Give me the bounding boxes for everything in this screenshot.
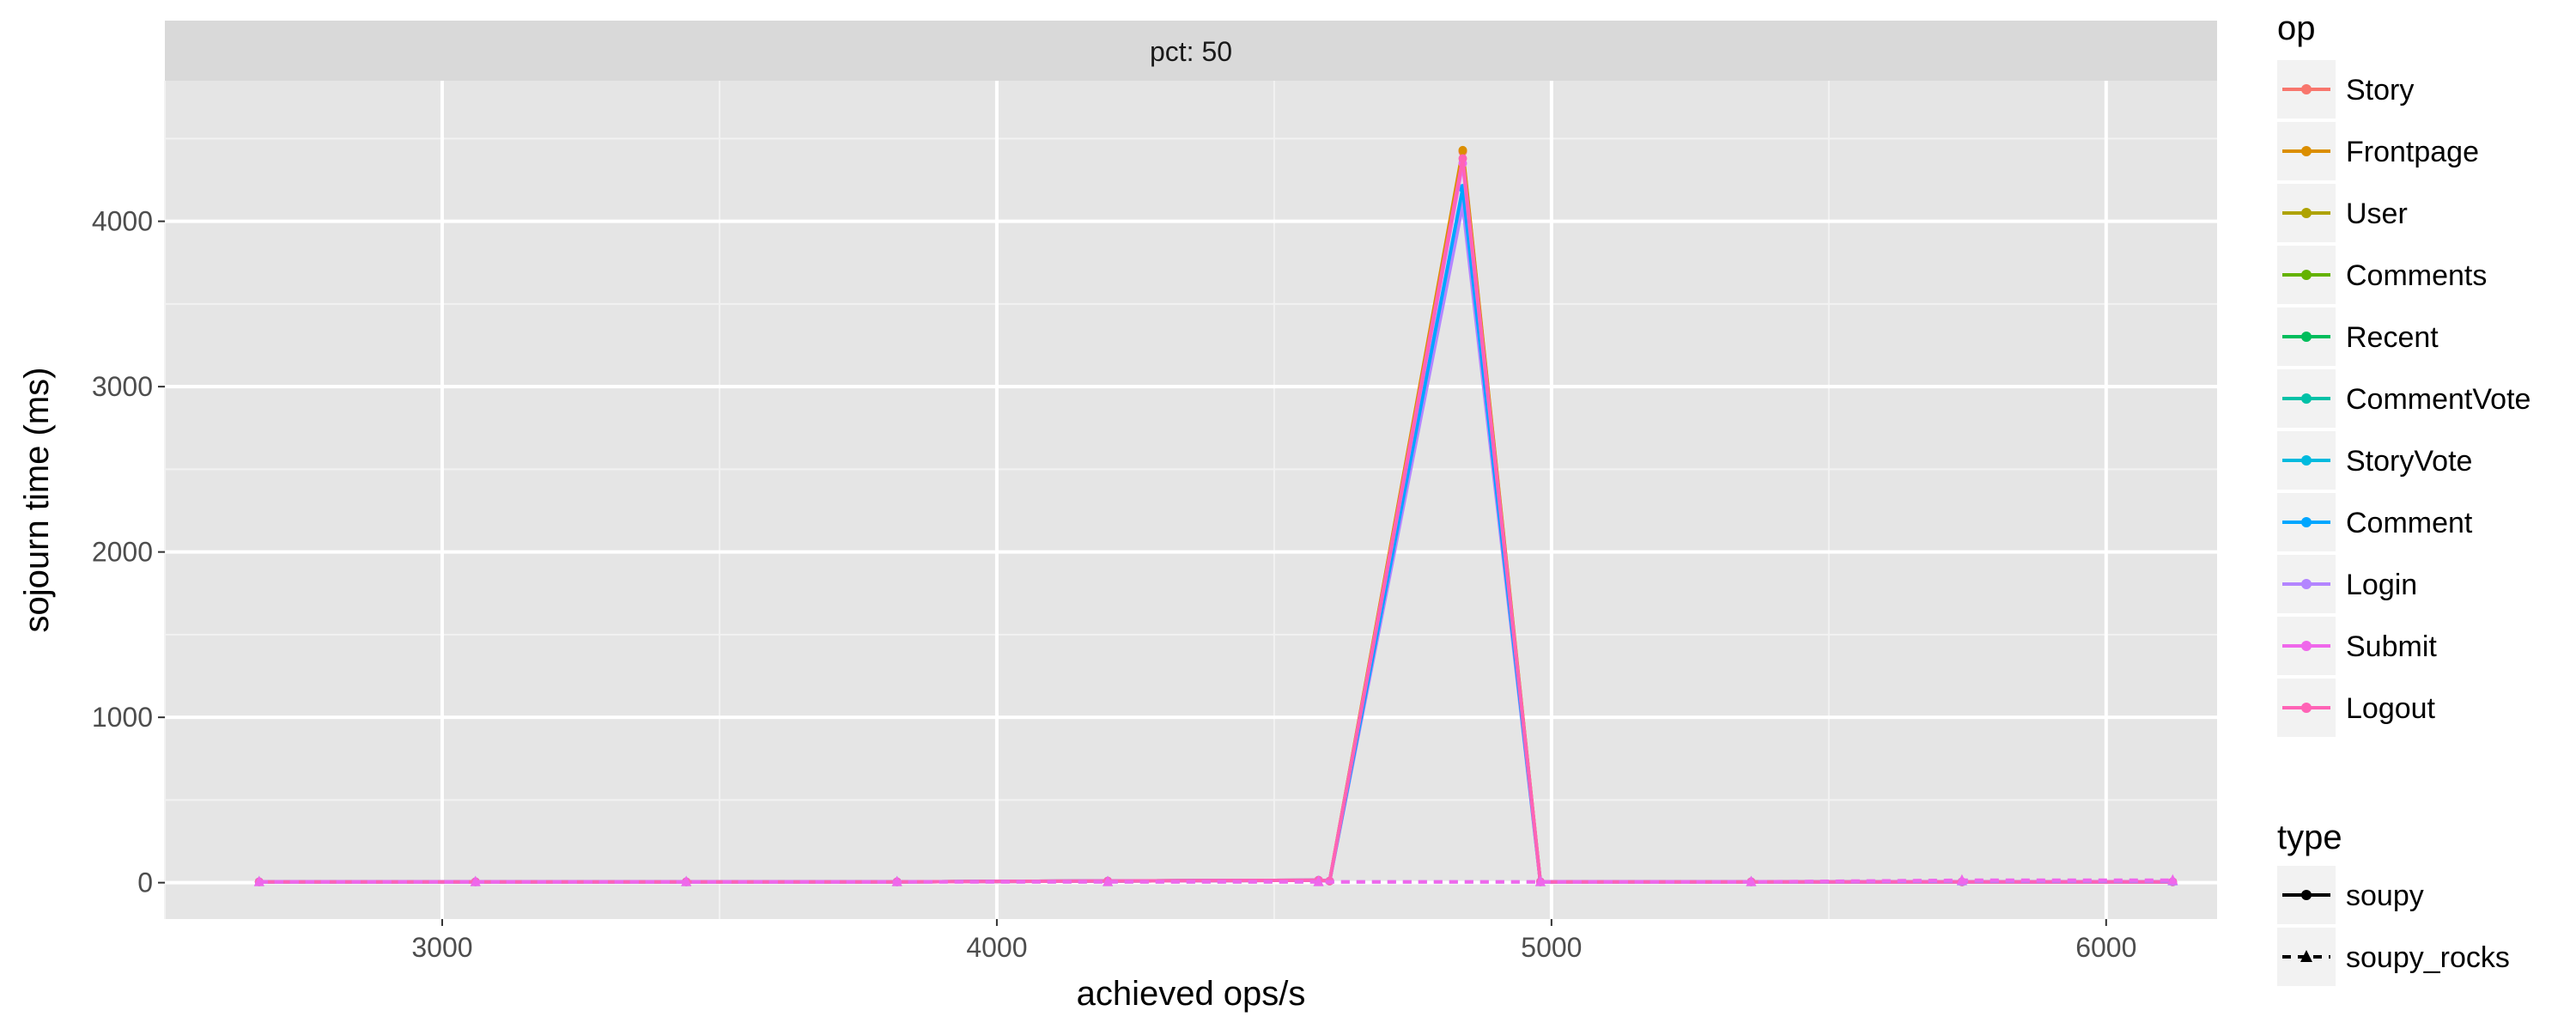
data-point bbox=[253, 875, 264, 886]
y-axis-title: sojourn time (ms) bbox=[18, 368, 56, 633]
legend-key-point bbox=[2301, 455, 2312, 466]
data-point bbox=[681, 875, 692, 886]
legend-key-point bbox=[2301, 146, 2312, 156]
data-point bbox=[891, 875, 902, 886]
legend-label-story: Story bbox=[2346, 74, 2414, 107]
legend-key-point bbox=[2301, 703, 2312, 713]
legend-label-storyvote: StoryVote bbox=[2346, 445, 2472, 478]
facet-strip bbox=[165, 21, 2217, 81]
plot-panel bbox=[165, 81, 2217, 919]
legend-key-point bbox=[2301, 332, 2312, 342]
legend-label-user: User bbox=[2346, 198, 2408, 230]
data-point bbox=[1458, 145, 1467, 155]
legend-op-title: op bbox=[2277, 9, 2316, 47]
legend-key-point bbox=[2301, 641, 2312, 651]
legend-label-logout: Logout bbox=[2346, 692, 2436, 725]
series-lines bbox=[253, 145, 2178, 886]
legend-key-point bbox=[2301, 393, 2312, 404]
x-tick-label: 6000 bbox=[2075, 932, 2136, 963]
y-tick-label: 0 bbox=[137, 868, 153, 898]
legend-label-comments: Comments bbox=[2346, 259, 2487, 292]
legend-key-point bbox=[2300, 950, 2312, 962]
x-tick-label: 4000 bbox=[966, 932, 1027, 963]
legend-key-point bbox=[2301, 208, 2312, 218]
data-point bbox=[1534, 875, 1546, 886]
legend-label-submit: Submit bbox=[2346, 630, 2437, 663]
legend-label-commentvote: CommentVote bbox=[2346, 383, 2530, 416]
series-line-submit-soupy-rocks bbox=[258, 878, 2173, 884]
facet-label: pct: 50 bbox=[1150, 36, 1232, 67]
legend-key-point bbox=[2301, 579, 2312, 589]
legend-label-recent: Recent bbox=[2346, 321, 2439, 354]
legend-key-point bbox=[2301, 270, 2312, 280]
legend-key-point bbox=[2301, 84, 2312, 94]
legend-label-login: Login bbox=[2346, 569, 2417, 601]
legend-label-soupy: soupy bbox=[2346, 880, 2424, 912]
data-point bbox=[1458, 154, 1467, 163]
legend-key-point bbox=[2301, 890, 2312, 900]
data-point bbox=[2167, 874, 2178, 885]
legend-label-frontpage: Frontpage bbox=[2346, 136, 2479, 168]
legend-type: soupy soupy_rocks bbox=[2277, 866, 2510, 986]
x-tick-label: 5000 bbox=[1521, 932, 1582, 963]
axes: 3000 4000 5000 6000 0 1000 2000 3000 4000 bbox=[92, 206, 2137, 963]
data-point bbox=[1313, 875, 1324, 886]
data-point bbox=[1746, 875, 1757, 886]
data-point bbox=[1103, 875, 1114, 886]
y-tick-label: 2000 bbox=[92, 537, 153, 568]
legend-type-title: type bbox=[2277, 819, 2342, 856]
y-tick-label: 4000 bbox=[92, 206, 153, 237]
y-tick-label: 1000 bbox=[92, 702, 153, 733]
x-tick-label: 3000 bbox=[411, 932, 472, 963]
data-point bbox=[470, 875, 481, 886]
legend-label-comment: Comment bbox=[2346, 507, 2473, 539]
legend-key-point bbox=[2301, 517, 2312, 527]
data-point bbox=[1956, 874, 1967, 885]
x-axis-title: achieved ops/s bbox=[1077, 975, 1306, 1013]
legend-op: Story Frontpage User Comments Recent CommentV… bbox=[2277, 60, 2530, 737]
legend-label-soupy-rocks: soupy_rocks bbox=[2346, 941, 2510, 974]
y-tick-label: 3000 bbox=[92, 371, 153, 402]
